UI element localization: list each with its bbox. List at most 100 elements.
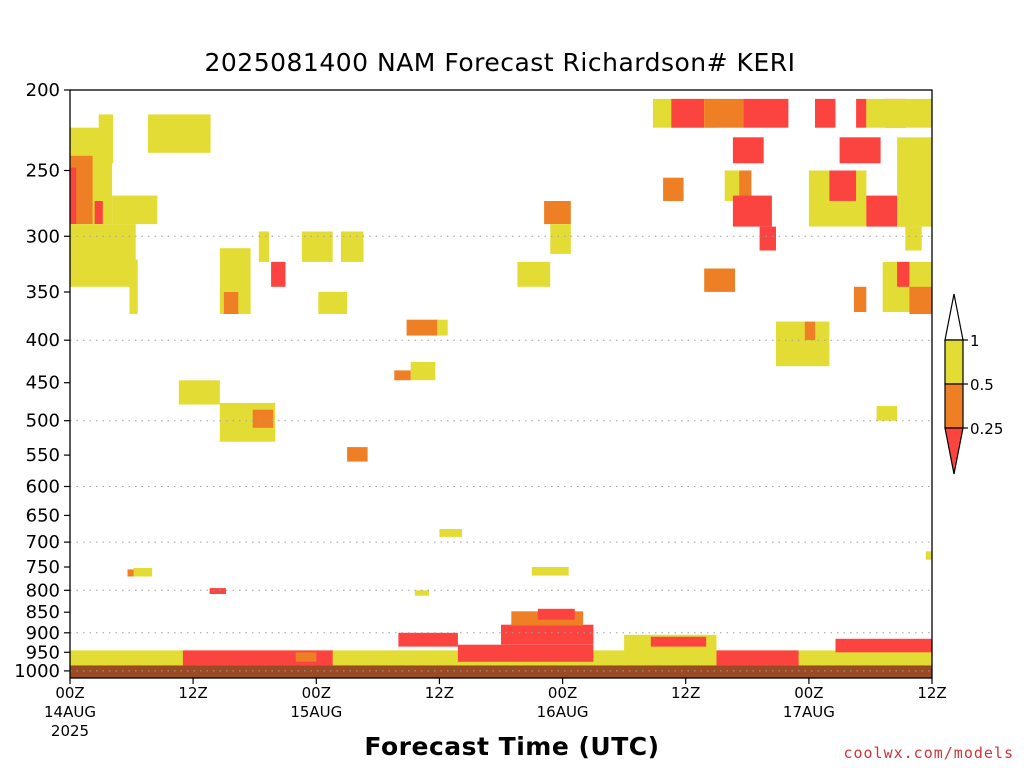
x-tick-label: 16AUG: [537, 703, 589, 721]
ri-cell: [905, 226, 922, 251]
ri-cell: [501, 624, 594, 645]
ri-cell: [544, 201, 571, 225]
ri-cell: [531, 567, 569, 576]
ri-cell: [537, 608, 575, 620]
ri-cell: [295, 652, 317, 662]
ri-cell: [804, 321, 816, 341]
y-tick-label: 950: [26, 642, 60, 663]
ri-cell: [133, 568, 153, 577]
ri-cell: [704, 268, 735, 292]
ri-cell: [70, 224, 136, 287]
y-tick-label: 650: [26, 505, 60, 526]
y-tick-label: 200: [26, 80, 60, 101]
ri-cell: [839, 137, 881, 164]
ri-cell: [223, 292, 239, 314]
y-tick-label: 450: [26, 373, 60, 394]
ri-cell: [909, 286, 932, 314]
y-tick-label: 550: [26, 445, 60, 466]
ri-cell: [178, 380, 220, 405]
ri-cell: [671, 98, 705, 128]
x-tick-label: 15AUG: [290, 703, 342, 721]
x-tick-label: 12Z: [178, 684, 207, 702]
credit-link[interactable]: coolwx.com/models: [843, 744, 1014, 762]
pressure-gridlines: [70, 235, 932, 672]
ri-cell: [252, 409, 274, 428]
ri-cell: [70, 167, 77, 225]
ri-cell: [394, 370, 411, 381]
ri-cell: [340, 231, 364, 262]
color-legend: 1 0.5 0.25: [944, 293, 1003, 475]
ri-cell: [854, 286, 867, 312]
y-tick-label: 900: [26, 623, 60, 644]
ri-cell: [897, 137, 932, 227]
ri-cell: [732, 137, 764, 164]
chart-title: 2025081400 NAM Forecast Richardson# KERI: [204, 48, 796, 77]
y-tick-label: 500: [26, 411, 60, 432]
ri-cell: [835, 638, 932, 653]
ri-cell: [776, 321, 830, 367]
ri-cell: [517, 261, 551, 287]
y-tick-label: 400: [26, 330, 60, 351]
ground-layer: [70, 665, 932, 678]
ri-cell: [866, 98, 932, 128]
ri-cell: [716, 650, 799, 666]
plot-frame: [69, 89, 933, 679]
ri-cell: [704, 98, 744, 128]
ri-cell: [897, 261, 910, 287]
ri-cell: [148, 114, 211, 153]
legend-bin-below-0.25: [944, 427, 964, 475]
legend-label: 1: [970, 332, 980, 350]
x-tick-label: 2025: [51, 722, 89, 740]
ri-cell: [439, 529, 462, 537]
ri-cell: [650, 636, 707, 647]
y-tick-label: 750: [26, 557, 60, 578]
ri-cell: [347, 447, 368, 462]
y-tick-label: 250: [26, 161, 60, 182]
legend-bin-above-1: [944, 293, 964, 341]
ri-cell: [663, 177, 684, 201]
ri-cell: [457, 644, 594, 662]
y-axis: 200 250 300 350 400 450 500 550 600 650 700 7508008…: [14, 80, 70, 682]
y-tick-label: 350: [26, 282, 60, 303]
ri-cell: [406, 319, 438, 336]
ri-cell: [414, 590, 430, 596]
ri-cell: [98, 114, 114, 164]
ri-cell: [732, 195, 772, 227]
ri-cell: [724, 170, 740, 201]
ri-cell: [437, 319, 448, 336]
ri-cell: [815, 98, 836, 128]
ri-cell: [182, 650, 333, 666]
ri-cell: [129, 259, 138, 314]
x-tick-label: 12Z: [917, 684, 946, 702]
ri-cell: [398, 632, 458, 647]
legend-label: 0.25: [970, 420, 1003, 438]
x-tick-label: 00Z: [548, 684, 577, 702]
x-tick-label: 17AUG: [783, 703, 835, 721]
ri-cell: [209, 588, 226, 594]
x-tick-label: 00Z: [302, 684, 331, 702]
ri-cell: [856, 98, 867, 128]
x-axis-title: Forecast Time (UTC): [364, 732, 660, 761]
ri-cell: [318, 292, 347, 314]
x-tick-label: 14AUG: [44, 703, 96, 721]
ri-cell: [550, 224, 571, 254]
legend-label: 0.5: [970, 376, 994, 394]
ri-cell: [112, 195, 158, 225]
y-tick-label: 300: [26, 226, 60, 247]
ri-cell: [759, 226, 776, 251]
ri-cell: [258, 231, 270, 262]
ri-cell: [925, 551, 932, 560]
x-tick-label: 12Z: [425, 684, 454, 702]
x-tick-label: 00Z: [55, 684, 84, 702]
x-tick-label: 12Z: [671, 684, 700, 702]
legend-bin-0.25-0.5: [944, 383, 964, 429]
ri-cell: [271, 261, 286, 287]
y-tick-label: 850: [26, 602, 60, 623]
y-tick-label: 800: [26, 580, 60, 601]
ri-cell: [829, 170, 857, 201]
y-tick-label: 1000: [14, 661, 60, 682]
legend-bin-0.5-1: [944, 339, 964, 385]
data-cells-layer: [70, 98, 932, 666]
